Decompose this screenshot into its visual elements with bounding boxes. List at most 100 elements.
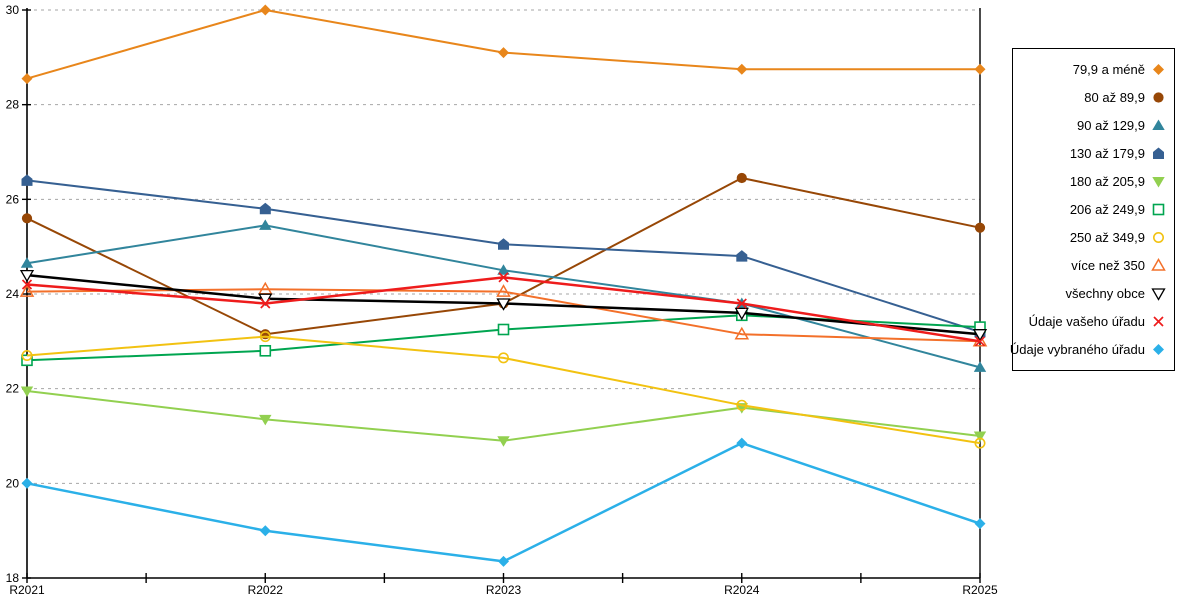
pentagon-filled-marker (21, 174, 33, 186)
legend-item: 90 až 129,9 (1013, 112, 1174, 139)
pentagon-filled-marker (1153, 147, 1164, 159)
diamond-filled-marker (974, 63, 986, 75)
x-tick-label: R2025 (962, 583, 998, 597)
legend-item: 250 až 349,9 (1013, 224, 1174, 251)
x-tick-label: R2022 (248, 583, 284, 597)
diamond-filled-marker (1153, 344, 1164, 355)
series-line (26, 9, 980, 80)
triangle-down-filled-marker (1152, 177, 1165, 188)
diamond-filled-marker (21, 477, 33, 489)
pentagon-filled-marker (736, 250, 748, 262)
triangle-down-open-marker (734, 307, 749, 321)
triangle-down-open-marker (972, 329, 988, 342)
series-9 (21, 272, 986, 347)
series-6 (21, 331, 986, 449)
triangle-up-filled-marker (20, 257, 34, 268)
series-line (26, 441, 981, 563)
triangle-up-filled-marker (497, 264, 510, 275)
triangle-up-filled-marker (1152, 119, 1165, 130)
x-marker (260, 298, 271, 309)
series-0 (21, 4, 986, 85)
triangle-down-open-marker (1151, 288, 1166, 301)
diamond-filled-marker (259, 525, 271, 537)
legend-marker-icon (1153, 344, 1164, 355)
diamond-filled-marker (1153, 64, 1164, 75)
legend-item-label: 206 až 249,9 (1069, 202, 1145, 217)
circle-open-marker (1153, 232, 1164, 243)
legend-item: Údaje vašeho úřadu (1013, 308, 1174, 335)
legend-marker-icon (1153, 147, 1164, 159)
axes: 18 20 22 24 26 28 30 R2021 R2022 R2023 R2024 R2025 (6, 3, 998, 597)
legend-item: 206 až 249,9 (1013, 196, 1174, 223)
diamond-filled-marker (974, 518, 986, 530)
y-tick-label: 20 (6, 476, 20, 490)
y-tick-label: 24 (6, 287, 20, 301)
legend-item-label: 80 až 89,9 (1084, 90, 1145, 105)
circle-filled-marker (974, 222, 986, 233)
triangle-down-open-marker (496, 298, 511, 311)
legend-item-label: Údaje vašeho úřadu (1028, 314, 1145, 329)
y-tick-label: 30 (6, 3, 20, 17)
triangle-up-open-marker (496, 284, 511, 297)
legend-item: 130 až 179,9 (1013, 140, 1174, 167)
legend-marker-icon (1153, 64, 1164, 75)
triangle-up-open-marker (734, 326, 750, 340)
diamond-filled-marker (736, 437, 748, 449)
triangle-up-filled-marker (259, 219, 272, 230)
y-tick-label: 18 (6, 571, 20, 585)
series-4 (20, 386, 987, 447)
legend-item-label: všechny obce (1065, 286, 1146, 301)
diamond-filled-marker (498, 47, 509, 59)
triangle-down-open-marker (19, 269, 35, 283)
legend-item-label: 90 až 129,9 (1077, 118, 1145, 133)
legend-item: 80 až 89,9 (1013, 84, 1174, 111)
square-open-marker (259, 344, 272, 357)
pentagon-filled-marker (259, 202, 271, 215)
gridlines (27, 9, 980, 484)
series-line (26, 390, 981, 442)
legend-item: všechny obce (1013, 280, 1174, 307)
legend-marker-icon (1152, 119, 1165, 130)
square-open-marker (497, 323, 510, 336)
triangle-up-open-marker (1151, 258, 1166, 271)
circle-open-marker (259, 331, 271, 343)
circle-open-marker (498, 352, 509, 364)
circle-filled-marker (21, 213, 33, 224)
triangle-up-open-marker (19, 284, 35, 297)
legend-item-label: 250 až 349,9 (1069, 230, 1145, 245)
legend-marker-icon (1152, 177, 1165, 188)
x-tick-label: R2024 (724, 583, 760, 597)
legend-item-label: Údaje vybraného úřadu (1009, 342, 1145, 357)
diamond-filled-marker (498, 555, 509, 567)
circle-open-marker (974, 437, 986, 449)
circle-filled-marker (1153, 92, 1164, 103)
triangle-down-filled-marker (20, 386, 34, 397)
circle-filled-marker (736, 172, 747, 184)
legend-marker-icon (1151, 258, 1166, 271)
legend-item: 79,9 a méně (1013, 56, 1174, 83)
triangle-up-filled-marker (973, 361, 987, 372)
legend-item-label: 79,9 a méně (1072, 62, 1145, 77)
circle-open-marker (21, 350, 33, 361)
triangle-down-filled-marker (497, 436, 510, 447)
x-marker (498, 272, 509, 283)
pentagon-filled-marker (498, 238, 509, 250)
x-marker (1153, 316, 1164, 327)
diamond-filled-marker (21, 73, 33, 85)
legend-item-label: více než 350 (1071, 258, 1145, 273)
legend-item-label: 130 až 179,9 (1069, 146, 1145, 161)
x-marker (21, 279, 33, 290)
legend-marker-icon (1153, 232, 1164, 243)
legend-marker-icon (1153, 92, 1164, 103)
series-line (26, 335, 981, 445)
circle-open-marker (736, 399, 748, 411)
legend-item: více než 350 (1013, 252, 1174, 279)
triangle-down-filled-marker (259, 414, 272, 426)
chart-legend: 79,9 a méně 80 až 89,9 90 až 129,9 130 až 1… (1009, 48, 1175, 371)
legend-item: 180 až 205,9 (1013, 168, 1174, 195)
x-marker (974, 336, 986, 347)
x-tick-label: R2021 (9, 583, 45, 597)
x-tick-label: R2023 (486, 583, 522, 597)
y-tick-label: 22 (6, 382, 20, 396)
